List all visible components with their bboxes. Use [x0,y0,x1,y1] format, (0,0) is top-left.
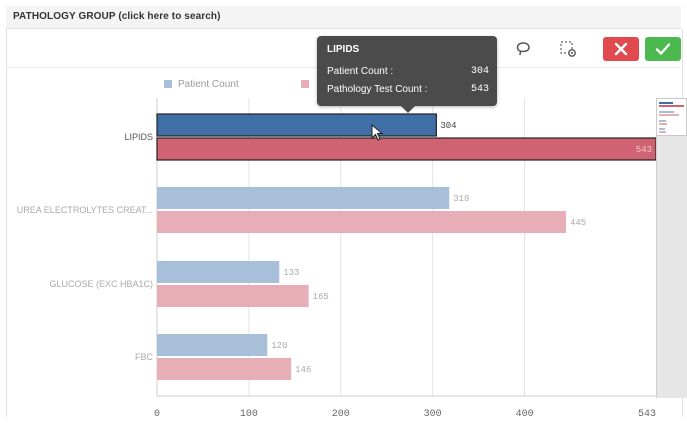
data-label: 146 [295,365,311,375]
legend-item-pathology-count[interactable] [301,79,315,90]
confirm-selection-button[interactable] [645,37,681,61]
bar-patient-count [156,113,437,137]
x-tick-label: 200 [332,409,350,420]
header-bar: PATHOLOGY GROUP (click here to search) [6,6,681,29]
bar-pathology-test-count [157,358,292,380]
legend-swatch-patient [164,80,172,89]
category-label: GLUCOSE (EXC HBA1C) [49,279,153,289]
tooltip-label: Pathology Test Count : [327,84,428,95]
tooltip-value: 543 [470,84,489,95]
data-label: 304 [440,121,456,131]
chart-scrollbar[interactable] [656,98,687,398]
legend-item-patient-count[interactable]: Patient Count [164,79,239,90]
bar-pathology-test-count [156,137,657,161]
tooltip-label: Patient Count : [327,66,394,77]
category-label: UREA ELECTROLYTES CREAT... [17,205,153,215]
lasso-icon[interactable] [512,38,534,60]
x-tick-label: 100 [240,409,258,420]
selection-settings-icon[interactable] [557,38,579,60]
chart-scrollbar-thumb[interactable] [656,98,687,136]
mouse-cursor-icon [371,124,384,141]
x-tick-label: 543 [638,409,656,420]
x-tick-label: 400 [516,409,534,420]
x-tick-label: 0 [154,409,160,420]
data-label: 165 [313,292,329,302]
tooltip-value: 304 [470,66,489,77]
bar-patient-count [157,187,450,209]
data-label: 445 [570,218,586,228]
tooltip-title: LIPIDS [327,44,360,55]
data-label: 120 [271,341,287,351]
bar-patient-count [157,334,268,356]
legend-swatch-pathology [301,80,309,89]
data-label: 318 [453,194,469,204]
x-tick-label: 300 [424,409,442,420]
bar-patient-count [157,261,280,283]
data-label: 133 [283,268,299,278]
search-field-title[interactable]: PATHOLOGY GROUP (click here to search) [13,11,221,22]
cancel-selection-button[interactable] [603,37,639,61]
bar-pathology-test-count [157,285,309,307]
check-icon [655,43,671,55]
category-label: FBC [135,352,154,362]
bar-pathology-test-count [157,211,566,233]
category-label: LIPIDS [124,132,153,142]
data-tooltip: LIPIDS Patient Count : 304 Pathology Tes… [317,36,497,113]
data-label: 543 [636,145,652,155]
minimap-preview [659,102,684,133]
close-icon [614,42,628,56]
legend-label-patient: Patient Count [178,79,239,90]
